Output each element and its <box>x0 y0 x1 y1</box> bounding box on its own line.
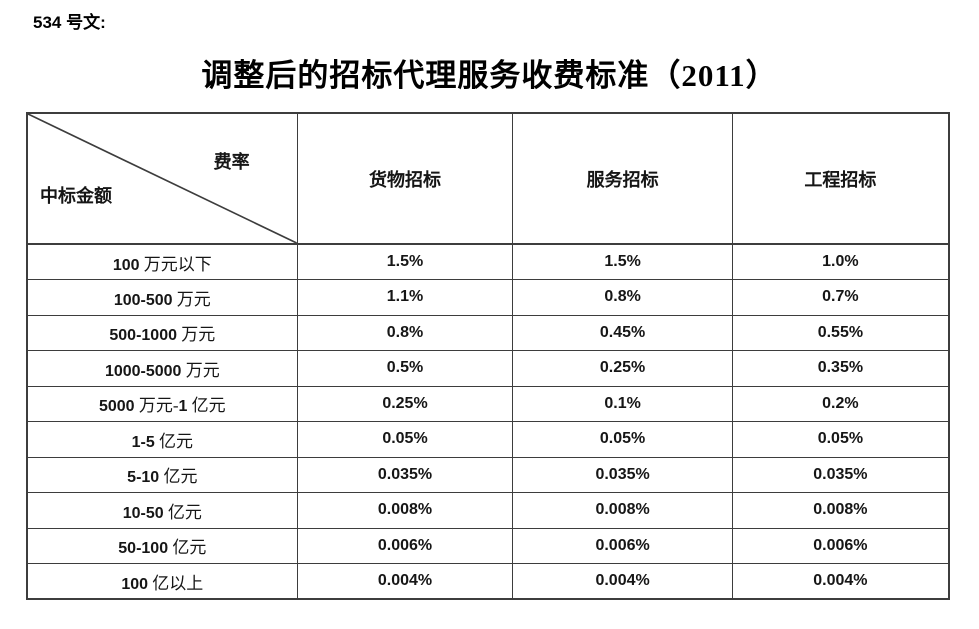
service-rate-cell: 0.1% <box>512 385 733 422</box>
amount-cell: 100 万元以下 <box>26 243 298 280</box>
engineering-rate-cell: 0.006% <box>731 527 950 564</box>
engineering-rate-cell: 0.008% <box>731 492 950 529</box>
goods-rate-cell: 0.008% <box>296 492 514 529</box>
table-row: 500-1000 万元 0.8% 0.45% 0.55% <box>26 314 950 351</box>
column-header-goods-bidding: 货物招标 <box>296 112 514 245</box>
column-header-engineering-bidding: 工程招标 <box>731 112 950 245</box>
service-rate-cell: 0.006% <box>512 527 733 564</box>
amount-cell: 100-500 万元 <box>26 279 298 316</box>
amount-cell: 5-10 亿元 <box>26 456 298 493</box>
service-rate-cell: 0.035% <box>512 456 733 493</box>
amount-cell: 1000-5000 万元 <box>26 350 298 387</box>
goods-rate-cell: 0.035% <box>296 456 514 493</box>
goods-rate-cell: 0.8% <box>296 314 514 351</box>
column-header-service-bidding: 服务招标 <box>512 112 733 245</box>
table-row: 50-100 亿元 0.006% 0.006% 0.006% <box>26 527 950 564</box>
service-rate-cell: 0.008% <box>512 492 733 529</box>
engineering-rate-cell: 0.7% <box>731 279 950 316</box>
table-header-row: 费率 中标金额 货物招标 服务招标 工程招标 <box>26 112 950 245</box>
engineering-rate-cell: 0.004% <box>731 563 950 600</box>
table-row: 100 万元以下 1.5% 1.5% 1.0% <box>26 243 950 280</box>
goods-rate-cell: 0.5% <box>296 350 514 387</box>
corner-header-cell: 费率 中标金额 <box>26 112 298 245</box>
amount-cell: 5000 万元-1 亿元 <box>26 385 298 422</box>
amount-cell: 10-50 亿元 <box>26 492 298 529</box>
fee-rate-table: 费率 中标金额 货物招标 服务招标 工程招标 100 万元以下 1.5% 1.5… <box>26 112 950 600</box>
goods-rate-cell: 1.5% <box>296 243 514 280</box>
doc-number-label: 534 号文: <box>33 13 106 32</box>
amount-cell: 1-5 亿元 <box>26 421 298 458</box>
page-title: 调整后的招标代理服务收费标准（2011） <box>201 58 778 93</box>
table-row: 1-5 亿元 0.05% 0.05% 0.05% <box>26 421 950 458</box>
table-row: 1000-5000 万元 0.5% 0.25% 0.35% <box>26 350 950 387</box>
table-row: 100-500 万元 1.1% 0.8% 0.7% <box>26 279 950 316</box>
goods-rate-cell: 1.1% <box>296 279 514 316</box>
service-rate-cell: 0.45% <box>512 314 733 351</box>
table-row: 100 亿以上 0.004% 0.004% 0.004% <box>26 563 950 600</box>
table-row: 5-10 亿元 0.035% 0.035% 0.035% <box>26 456 950 493</box>
corner-label-rate: 费率 <box>213 152 250 172</box>
service-rate-cell: 0.05% <box>512 421 733 458</box>
amount-cell: 500-1000 万元 <box>26 314 298 351</box>
service-rate-cell: 0.8% <box>512 279 733 316</box>
engineering-rate-cell: 0.05% <box>731 421 950 458</box>
goods-rate-cell: 0.05% <box>296 421 514 458</box>
engineering-rate-cell: 0.35% <box>731 350 950 387</box>
goods-rate-cell: 0.004% <box>296 563 514 600</box>
goods-rate-cell: 0.25% <box>296 385 514 422</box>
amount-cell: 100 亿以上 <box>26 563 298 600</box>
service-rate-cell: 0.25% <box>512 350 733 387</box>
corner-label-bid-amount: 中标金额 <box>40 186 112 206</box>
table-row: 5000 万元-1 亿元 0.25% 0.1% 0.2% <box>26 385 950 422</box>
diagonal-divider-line <box>28 114 297 243</box>
engineering-rate-cell: 0.55% <box>731 314 950 351</box>
table-row: 10-50 亿元 0.008% 0.008% 0.008% <box>26 492 950 529</box>
goods-rate-cell: 0.006% <box>296 527 514 564</box>
service-rate-cell: 1.5% <box>512 243 733 280</box>
service-rate-cell: 0.004% <box>512 563 733 600</box>
engineering-rate-cell: 0.2% <box>731 385 950 422</box>
amount-cell: 50-100 亿元 <box>26 527 298 564</box>
engineering-rate-cell: 1.0% <box>731 243 950 280</box>
engineering-rate-cell: 0.035% <box>731 456 950 493</box>
